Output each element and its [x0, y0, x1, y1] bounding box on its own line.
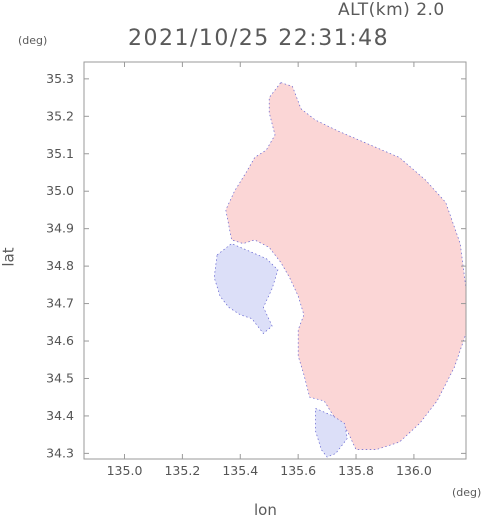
y-tick-label: 35.1 — [46, 146, 74, 161]
y-tick-label: 34.9 — [46, 221, 74, 236]
southern-negative-echo — [315, 407, 348, 458]
x-axis-label: lon — [254, 501, 277, 519]
main-positive-echo — [225, 82, 467, 450]
y-axis-unit: (deg) — [18, 34, 48, 47]
x-tick-label: 135.0 — [107, 463, 143, 478]
y-tick-label: 34.7 — [46, 296, 74, 311]
y-tick-label: 35.0 — [46, 183, 74, 198]
y-tick-label: 35.2 — [46, 108, 74, 123]
x-axis-unit: (deg) — [452, 486, 482, 499]
y-tick-label: 34.4 — [46, 408, 74, 423]
altitude-label: ALT(km) 2.0 — [338, 0, 445, 20]
x-tick-label: 135.8 — [338, 463, 374, 478]
x-tick-label: 136.0 — [396, 463, 432, 478]
x-tick-label: 135.2 — [164, 463, 200, 478]
y-tick-label: 34.8 — [46, 258, 74, 273]
x-tick-label: 135.4 — [222, 463, 258, 478]
plot-frame — [83, 61, 467, 460]
y-tick-label: 34.3 — [46, 445, 74, 460]
x-tick-label: 135.6 — [280, 463, 316, 478]
y-tick-label: 35.3 — [46, 71, 74, 86]
y-tick-label: 34.5 — [46, 370, 74, 385]
western-negative-echo — [213, 243, 279, 335]
timestamp-title: 2021/10/25 22:31:48 — [128, 26, 390, 51]
y-tick-label: 34.6 — [46, 333, 74, 348]
